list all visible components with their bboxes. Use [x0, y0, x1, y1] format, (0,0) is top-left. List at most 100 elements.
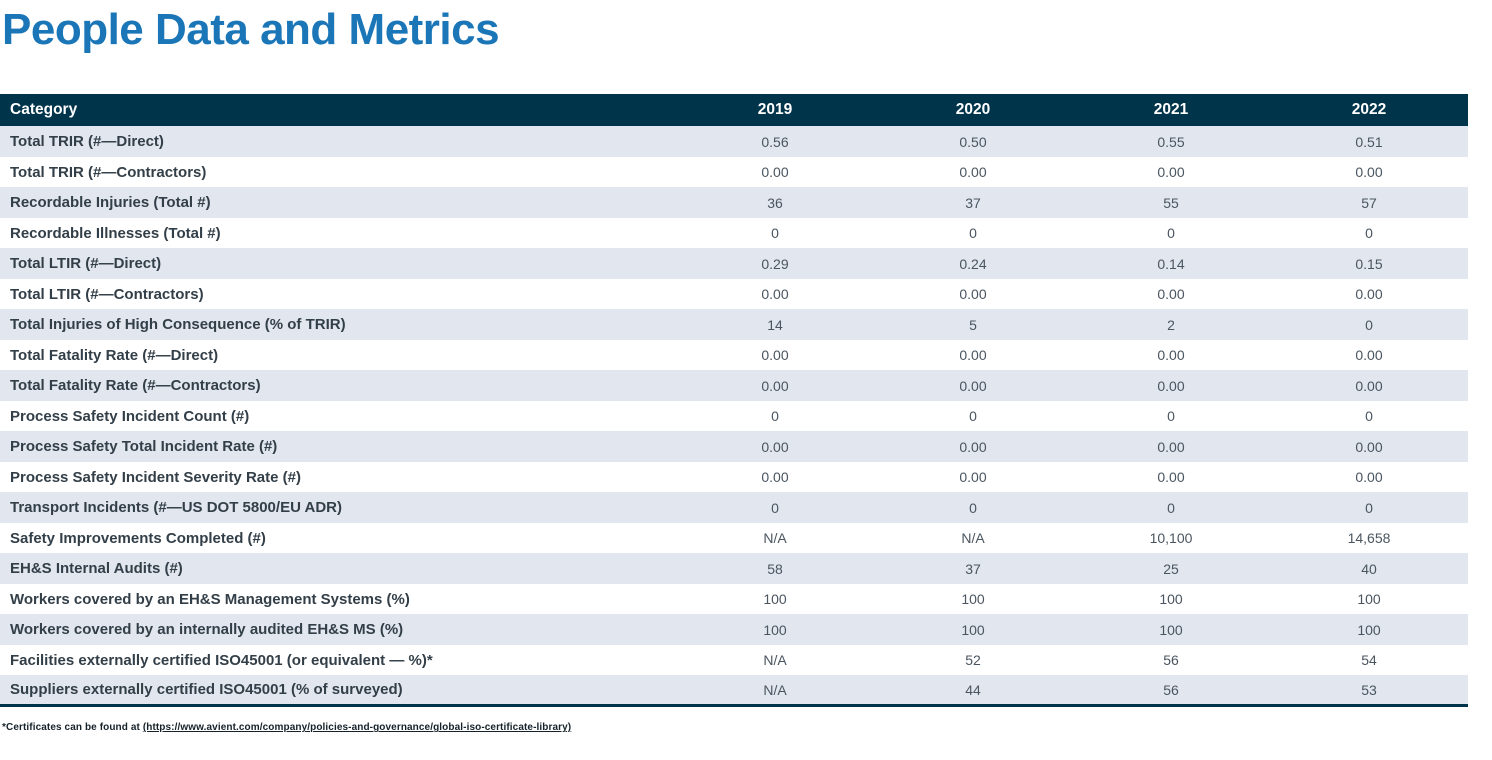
category-cell: Facilities externally certified ISO45001…: [10, 651, 433, 669]
table-row: Recordable Injuries (Total #) 36 37 55 57: [0, 187, 1468, 218]
value-cell: 0: [1365, 316, 1373, 333]
column-header-year: 2021: [1072, 94, 1270, 127]
category-cell: Total Injuries of High Consequence (% of…: [10, 316, 346, 334]
value-cell: 0.00: [761, 347, 789, 364]
table-row: Total TRIR (#—Direct) 0.56 0.50 0.55 0.51: [0, 126, 1468, 157]
category-cell: Process Safety Total Incident Rate (#): [10, 438, 278, 456]
table-row: Total Injuries of High Consequence (% of…: [0, 309, 1468, 340]
value-cell: 36: [767, 194, 783, 211]
value-cell: 0: [771, 225, 779, 242]
value-cell: 5: [969, 316, 977, 333]
value-cell: 52: [965, 652, 981, 669]
value-cell: 0.00: [761, 164, 789, 181]
value-cell: 56: [1163, 652, 1179, 669]
value-cell: N/A: [961, 530, 985, 547]
category-cell: Process Safety Incident Severity Rate (#…: [10, 468, 301, 486]
value-cell: 54: [1361, 652, 1377, 669]
people-metrics-table: Category 2019 2020 2021 2022 Total TRIR (#—D…: [0, 94, 1468, 708]
value-cell: 0.29: [761, 255, 789, 272]
category-cell: EH&S Internal Audits (#): [10, 560, 183, 578]
category-cell: Total TRIR (#—Direct): [10, 133, 164, 151]
column-header-category: Category: [0, 94, 676, 127]
table-row: Process Safety Incident Count (#) 0 0 0 0: [0, 400, 1468, 432]
value-cell: 0.00: [959, 377, 987, 394]
table-row: Safety Improvements Completed (#) N/A N/A 1…: [0, 522, 1468, 554]
value-cell: 0.00: [959, 438, 987, 455]
category-cell: Recordable Illnesses (Total #): [10, 224, 221, 242]
table-row: Process Safety Incident Severity Rate (#…: [0, 461, 1468, 493]
table-row: EH&S Internal Audits (#) 58 37 25 40: [0, 553, 1468, 584]
value-cell: 0: [1167, 408, 1175, 425]
value-cell: 0.14: [1157, 255, 1185, 272]
value-cell: 100: [961, 621, 985, 638]
value-cell: 0.00: [761, 469, 789, 486]
footnote: *Certificates can be found at (https://w…: [2, 722, 1492, 733]
value-cell: N/A: [763, 652, 787, 669]
column-header-year: 2019: [676, 94, 874, 127]
value-cell: 44: [874, 675, 1072, 708]
value-cell: 0.50: [959, 133, 987, 150]
value-cell: 100: [1357, 591, 1381, 608]
value-cell: 58: [767, 560, 783, 577]
value-cell: 0.00: [959, 469, 987, 486]
value-cell: 100: [1357, 621, 1381, 638]
value-cell: 100: [763, 621, 787, 638]
value-cell: 0.00: [959, 347, 987, 364]
footnote-text: *Certificates can be found at: [2, 722, 143, 734]
table-row: Workers covered by an EH&S Management Sy…: [0, 583, 1468, 615]
value-cell: 0.00: [1157, 286, 1185, 303]
category-cell: Workers covered by an EH&S Management Sy…: [10, 590, 410, 608]
category-cell: Total Fatality Rate (#—Contractors): [10, 377, 261, 395]
category-cell: Safety Improvements Completed (#): [10, 529, 266, 547]
value-cell: 25: [1163, 560, 1179, 577]
value-cell: 0.55: [1157, 133, 1185, 150]
table-header-row: Category 2019 2020 2021 2022: [0, 94, 1468, 127]
category-cell: Workers covered by an internally audited…: [10, 621, 404, 639]
value-cell: 0: [1365, 499, 1373, 516]
value-cell: 0: [969, 408, 977, 425]
category-cell: Total LTIR (#—Direct): [10, 255, 162, 273]
value-cell: 0.24: [959, 255, 987, 272]
value-cell: 0: [969, 225, 977, 242]
value-cell: 2: [1167, 316, 1175, 333]
value-cell: 0: [1167, 225, 1175, 242]
value-cell: 0: [969, 499, 977, 516]
value-cell: 100: [961, 591, 985, 608]
value-cell: 0: [1167, 499, 1175, 516]
value-cell: 100: [1159, 621, 1183, 638]
value-cell: 0: [771, 499, 779, 516]
value-cell: 0.00: [761, 286, 789, 303]
value-cell: 0.00: [1355, 286, 1383, 303]
value-cell: 0.00: [761, 377, 789, 394]
value-cell: 0: [1365, 225, 1373, 242]
value-cell: 57: [1361, 194, 1377, 211]
table-row: Recordable Illnesses (Total #) 0 0 0 0: [0, 217, 1468, 249]
value-cell: 0.00: [1355, 164, 1383, 181]
value-cell: 100: [1159, 591, 1183, 608]
table-row: Total Fatality Rate (#—Direct) 0.00 0.00 0.…: [0, 339, 1468, 371]
value-cell: 0.00: [761, 438, 789, 455]
category-cell: Total Fatality Rate (#—Direct): [10, 346, 219, 364]
value-cell: 0.15: [1355, 255, 1383, 272]
value-cell: 0.00: [1157, 377, 1185, 394]
value-cell: 0.00: [1157, 164, 1185, 181]
value-cell: 0.00: [1355, 438, 1383, 455]
category-cell: Transport Incidents (#—US DOT 5800/EU AD…: [10, 499, 343, 517]
column-header-year: 2022: [1270, 94, 1468, 127]
category-cell: Total TRIR (#—Contractors): [10, 163, 207, 181]
category-cell: Recordable Injuries (Total #): [10, 194, 211, 212]
table-row: Total Fatality Rate (#—Contractors) 0.00 0…: [0, 370, 1468, 401]
value-cell: 37: [965, 194, 981, 211]
table-row: Total TRIR (#—Contractors) 0.00 0.00 0.00 0.…: [0, 156, 1468, 188]
table-row: Total LTIR (#—Contractors) 0.00 0.00 0.00 0.…: [0, 278, 1468, 310]
certificates-link[interactable]: (https://www.avient.com/company/policies…: [142, 722, 572, 734]
value-cell: 10,100: [1149, 530, 1193, 547]
value-cell: 40: [1361, 560, 1377, 577]
table-row: Workers covered by an internally audited…: [0, 614, 1468, 645]
value-cell: 55: [1163, 194, 1179, 211]
value-cell: 0.00: [1157, 469, 1185, 486]
value-cell: 0.00: [1355, 377, 1383, 394]
table-row: Transport Incidents (#—US DOT 5800/EU AD…: [0, 492, 1468, 523]
value-cell: N/A: [676, 675, 874, 708]
